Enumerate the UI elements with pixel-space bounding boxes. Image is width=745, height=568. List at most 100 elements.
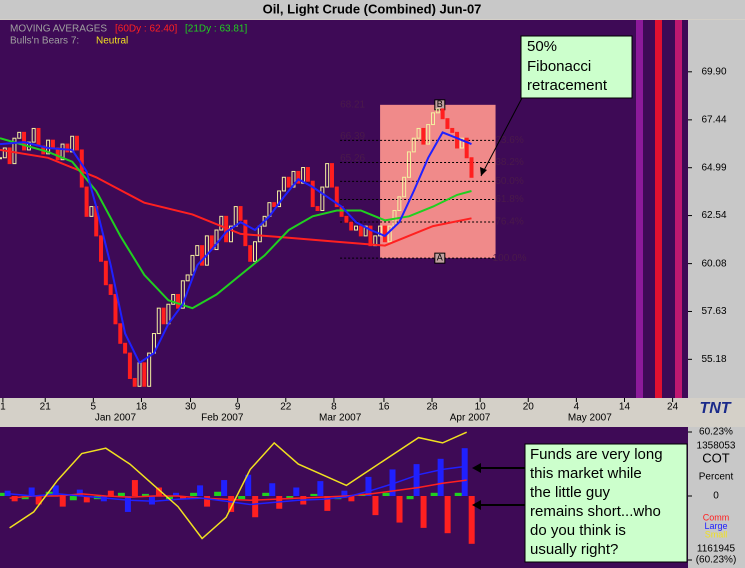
candle	[243, 219, 248, 247]
candle	[305, 167, 310, 182]
cot-bar	[107, 490, 114, 496]
candle	[176, 293, 181, 309]
y-tick-label: 55.18	[701, 354, 726, 365]
fib-percent-label: 38.2%	[495, 157, 523, 168]
fib-percent-label: 76.4%	[495, 217, 523, 228]
candle	[402, 176, 407, 198]
cot-bar	[365, 476, 372, 496]
annotation-text: 50%	[527, 38, 557, 55]
x-tick-label: 1	[0, 402, 6, 413]
x-tick-label: 4	[574, 402, 580, 413]
annotation-text: usually right?	[530, 541, 618, 558]
candle	[132, 377, 137, 387]
candle	[127, 352, 132, 379]
candle	[17, 131, 22, 139]
cot-bar	[437, 458, 444, 496]
fib-percent-label: 23.6%	[495, 135, 523, 146]
candle	[171, 293, 176, 305]
x-tick-label: 5	[91, 402, 97, 413]
candle	[421, 127, 426, 145]
x-tick-label: 9	[235, 402, 241, 413]
candle	[397, 196, 402, 211]
cot-square	[166, 496, 174, 500]
candle	[2, 147, 7, 159]
candle	[219, 215, 224, 231]
cot-bar	[76, 489, 83, 496]
candle	[450, 127, 455, 133]
candle	[378, 225, 383, 237]
y-tick-label: 60.23%	[699, 427, 733, 438]
cot-sublabel: Percent	[699, 472, 734, 483]
annotation-text: Fibonacci	[527, 58, 591, 75]
cot-bar	[245, 474, 252, 496]
annotation-text: do you think is	[530, 522, 626, 539]
annotation-text: this market while	[530, 465, 642, 482]
cot-line	[9, 431, 468, 540]
cot-bar	[252, 496, 259, 518]
stripe	[636, 20, 643, 398]
cot-bar	[173, 492, 180, 496]
cot-bar	[221, 480, 228, 496]
title-bar	[0, 0, 745, 19]
cot-bar	[396, 496, 403, 523]
cot-bar	[204, 496, 211, 507]
candle	[455, 131, 460, 149]
candle	[325, 163, 330, 188]
candle	[50, 139, 55, 149]
candle	[349, 221, 354, 231]
cot-bar	[348, 496, 355, 502]
candle	[228, 225, 233, 243]
candle	[431, 112, 436, 126]
candle	[103, 260, 108, 286]
cot-square	[430, 492, 438, 496]
candle	[272, 202, 277, 208]
candle	[185, 274, 190, 282]
x-tick-label: 21	[40, 402, 52, 413]
x-tick-label: 28	[426, 402, 438, 413]
fib-price-label: 65.26	[340, 153, 365, 164]
cot-bar	[389, 469, 396, 496]
candle	[469, 157, 474, 178]
candle	[248, 245, 253, 262]
cot-square	[21, 496, 29, 500]
month-label: Jan 2007	[95, 413, 137, 424]
cot-square	[45, 491, 53, 496]
candle	[214, 229, 219, 251]
stripe	[655, 20, 662, 398]
month-label: Feb 2007	[201, 413, 244, 424]
candle	[7, 147, 12, 165]
candle	[358, 225, 363, 237]
cot-bar	[317, 481, 324, 496]
candle	[156, 307, 161, 335]
month-label: May 2007	[568, 413, 612, 424]
annotation-text: retracement	[527, 77, 608, 94]
y-tick-label: 64.99	[701, 162, 726, 173]
cot-square	[141, 493, 149, 496]
x-tick-label: 20	[523, 402, 535, 413]
candle	[277, 190, 282, 208]
legend-entry: Large	[704, 521, 727, 531]
fib-percent-label: 50.0%	[495, 176, 523, 187]
candle	[281, 176, 286, 192]
candle	[147, 352, 152, 387]
x-tick-label: 10	[475, 402, 487, 413]
x-tick-label: 18	[136, 402, 148, 413]
month-label: Mar 2007	[319, 413, 362, 424]
annotation-text: the little guy	[530, 484, 611, 501]
candle	[286, 176, 291, 188]
candle	[108, 284, 113, 295]
candle	[118, 323, 123, 344]
cot-bar	[35, 496, 42, 505]
cot-bar	[83, 496, 90, 503]
moving-average	[0, 131, 472, 365]
chart-title: Oil, Light Crude (Combined) Jun-07	[263, 1, 482, 16]
legend-title: MOVING AVERAGES	[10, 24, 107, 35]
cot-bar	[461, 448, 468, 496]
annotation-text: Funds are very long	[530, 446, 663, 463]
cot-square	[454, 492, 462, 496]
candle	[123, 342, 128, 354]
cot-bar	[155, 487, 162, 496]
arrowhead	[472, 500, 481, 510]
candle	[31, 127, 36, 143]
cot-square	[406, 496, 414, 500]
